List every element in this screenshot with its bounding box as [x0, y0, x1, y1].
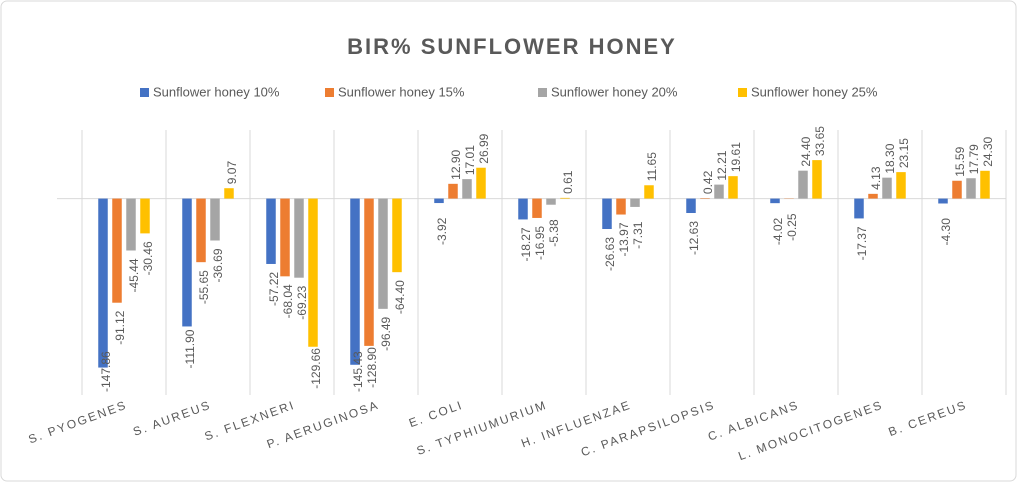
data-label: -55.65 [197, 270, 211, 304]
data-label: -64.40 [393, 280, 407, 314]
data-label: -4.30 [939, 218, 953, 246]
data-label: 19.61 [729, 142, 743, 172]
bar [378, 198, 388, 309]
bar [126, 198, 136, 251]
data-label: -45.44 [127, 258, 141, 292]
bar [476, 167, 486, 199]
data-label: -30.46 [141, 241, 155, 275]
data-label: -91.12 [113, 310, 127, 344]
legend-label: Sunflower honey 25% [751, 84, 878, 99]
bar [896, 172, 906, 199]
data-label: 11.65 [645, 152, 659, 181]
data-label: 18.30 [883, 143, 897, 173]
bar [812, 160, 822, 199]
bar [714, 184, 724, 199]
data-label: 0.61 [561, 170, 575, 194]
data-label: -4.02 [771, 217, 785, 245]
data-label: 12.90 [449, 149, 463, 179]
bar [350, 198, 360, 365]
data-label: 33.65 [813, 126, 827, 156]
data-label: -57.22 [267, 272, 281, 306]
bar [868, 193, 878, 199]
bar [392, 198, 402, 273]
bar [966, 178, 976, 199]
bar [224, 188, 234, 199]
legend-swatch [325, 88, 334, 97]
data-label: 0.42 [701, 170, 715, 194]
bar [294, 198, 304, 278]
data-label: -36.69 [211, 248, 225, 282]
data-label: -129.66 [309, 348, 323, 389]
data-label: -26.63 [603, 237, 617, 271]
bar [364, 198, 374, 346]
bar [630, 198, 640, 207]
data-label: -12.63 [687, 221, 701, 255]
bar [532, 198, 542, 218]
bar [798, 170, 808, 199]
bar [98, 198, 108, 368]
bar [308, 198, 318, 347]
legend-swatch [140, 88, 149, 97]
data-label: -16.95 [533, 226, 547, 260]
data-label: 17.79 [967, 144, 981, 174]
data-label: 24.30 [981, 136, 995, 166]
bar [854, 198, 864, 219]
data-label: -18.27 [519, 227, 533, 261]
data-label: -147.86 [99, 351, 113, 392]
bar [448, 183, 458, 199]
data-label: 12.21 [715, 150, 729, 180]
bar [266, 198, 276, 264]
data-label: -3.92 [435, 217, 449, 245]
data-label: -7.31 [631, 221, 645, 249]
bar [210, 198, 220, 241]
data-label: -96.49 [379, 316, 393, 350]
data-label: -0.25 [785, 213, 799, 241]
data-label: -13.97 [617, 222, 631, 256]
data-label: 24.40 [799, 136, 813, 166]
data-label: 26.99 [477, 133, 491, 163]
data-label: 23.15 [897, 138, 911, 168]
bar [112, 198, 122, 303]
bar [686, 198, 696, 214]
bar [196, 198, 206, 263]
chart-title: BIR% SUNFLOWER HONEY [347, 34, 677, 59]
legend-swatch [538, 88, 547, 97]
data-label: -69.23 [295, 285, 309, 319]
data-label: 15.59 [953, 146, 967, 176]
bar [518, 198, 528, 220]
bar [434, 198, 444, 204]
data-label: -145.43 [351, 351, 365, 392]
bar [280, 198, 290, 277]
bar [644, 185, 654, 199]
bar [938, 198, 948, 204]
bar [952, 180, 962, 199]
legend-label: Sunflower honey 10% [153, 84, 280, 99]
legend-label: Sunflower honey 15% [338, 84, 465, 99]
bar [182, 198, 192, 327]
bar [980, 170, 990, 199]
bar [728, 176, 738, 199]
data-label: -111.90 [183, 329, 197, 368]
bar [882, 177, 892, 199]
data-label: -17.37 [855, 226, 869, 260]
data-label: 17.01 [463, 145, 477, 175]
data-label: -68.04 [281, 284, 295, 318]
bar [462, 179, 472, 199]
bar [616, 198, 626, 215]
data-label: 9.07 [225, 161, 239, 185]
bar [602, 198, 612, 230]
bar [140, 198, 150, 234]
data-label: 4.13 [869, 166, 883, 190]
bar [560, 197, 570, 199]
bar [770, 198, 780, 204]
bar [546, 198, 556, 205]
data-label: -5.38 [547, 219, 561, 247]
legend-swatch [738, 88, 747, 97]
data-label: -128.90 [365, 347, 379, 388]
legend-label: Sunflower honey 20% [551, 84, 678, 99]
